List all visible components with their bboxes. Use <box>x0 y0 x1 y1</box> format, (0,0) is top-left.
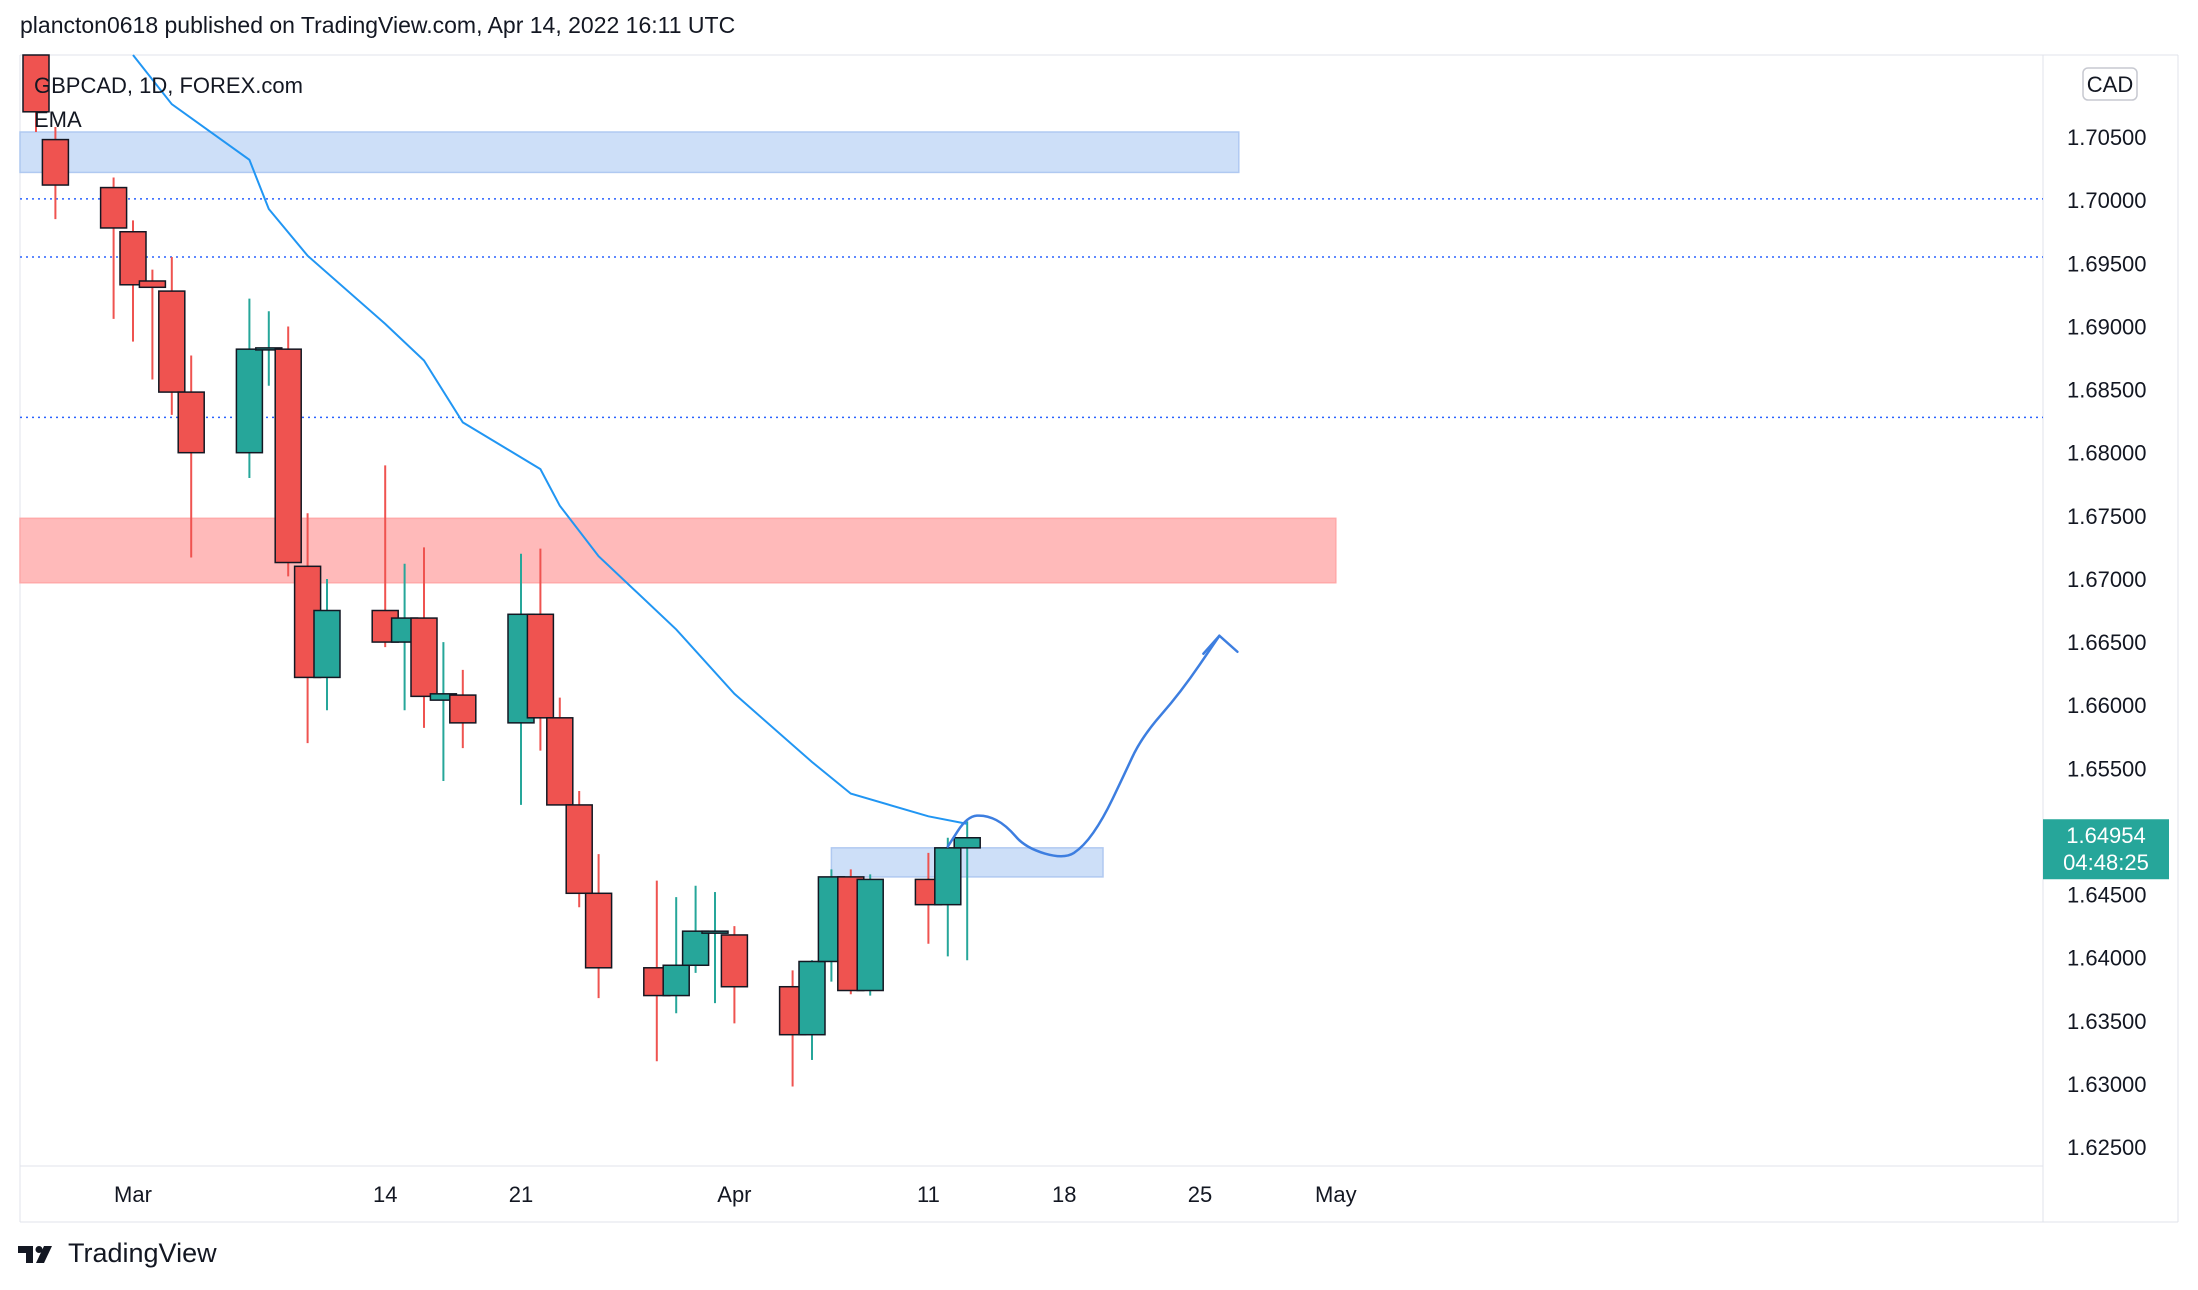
price-tick-label: 1.68500 <box>2067 378 2147 403</box>
date-tick-label: 18 <box>1052 1182 1076 1207</box>
candle <box>313 578 341 711</box>
candle-body <box>856 878 884 992</box>
price-tick-label: 1.62500 <box>2067 1135 2147 1160</box>
candle <box>274 326 302 577</box>
candle-body <box>41 138 70 186</box>
last-price-label: 1.64954 04:48:25 <box>2043 819 2169 880</box>
price-tick-label: 1.67500 <box>2067 504 2147 529</box>
date-tick-label: Apr <box>717 1182 751 1207</box>
candle-body <box>565 804 593 895</box>
candle <box>701 892 729 1004</box>
candle <box>565 791 593 908</box>
date-tick-label: 25 <box>1188 1182 1212 1207</box>
demand-zone[interactable] <box>19 131 1240 174</box>
last-price-countdown: 04:48:25 <box>2063 850 2149 875</box>
date-tick-label: 11 <box>917 1182 940 1207</box>
candle-body <box>934 847 962 906</box>
candle-body <box>274 348 302 564</box>
candle-body <box>953 837 981 849</box>
candle <box>22 54 50 133</box>
candle <box>449 669 477 749</box>
price-tick-label: 1.65500 <box>2067 756 2147 781</box>
candle <box>798 960 826 1060</box>
price-tick-label: 1.64500 <box>2067 883 2147 908</box>
ema-layer <box>132 54 968 825</box>
candle <box>720 926 749 1024</box>
candle-body <box>662 964 690 997</box>
candle <box>934 837 962 957</box>
tradingview-brand[interactable]: TradingView <box>18 1238 217 1269</box>
candle <box>119 220 147 342</box>
tradingview-logo-icon[interactable] <box>18 1243 60 1265</box>
candle <box>235 298 264 478</box>
candle <box>177 355 205 558</box>
levels-layer[interactable] <box>20 198 2043 419</box>
candles-layer <box>22 54 981 1087</box>
price-tick-label: 1.66500 <box>2067 630 2147 655</box>
candle <box>856 874 884 996</box>
candle <box>681 885 710 973</box>
candle-body <box>177 391 205 454</box>
candle-body <box>546 717 574 806</box>
candle-body <box>584 892 613 969</box>
date-tick-label: Mar <box>114 1182 152 1207</box>
candle <box>546 697 574 806</box>
candle <box>662 897 690 1014</box>
candle <box>138 269 167 380</box>
candle-body <box>681 930 710 967</box>
currency-button-label[interactable]: CAD <box>2087 72 2133 97</box>
candle-body <box>410 617 438 698</box>
candle <box>584 854 613 999</box>
candle <box>953 821 981 961</box>
date-tick-label: 14 <box>373 1182 397 1207</box>
candle-body <box>526 613 555 719</box>
zones-layer[interactable] <box>19 131 1337 878</box>
date-tick-label: 21 <box>509 1182 533 1207</box>
price-tick-label: 1.69500 <box>2067 251 2147 276</box>
candle-body <box>138 280 167 289</box>
candle <box>99 177 128 319</box>
candle <box>158 257 186 415</box>
time-axis[interactable]: Mar 14 21 Apr 11 18 25 May <box>114 1182 1357 1207</box>
publisher-header: plancton0618 published on TradingView.co… <box>20 12 736 38</box>
projection-curve[interactable] <box>946 634 1221 858</box>
price-tick-label: 1.70500 <box>2067 125 2147 150</box>
legend-indicator: EMA <box>34 107 82 132</box>
tradingview-brand-name[interactable]: TradingView <box>68 1238 217 1268</box>
price-tick-label: 1.69000 <box>2067 314 2147 339</box>
price-tick-label: 1.70000 <box>2067 188 2147 213</box>
candle <box>526 548 555 751</box>
price-axis[interactable]: 1.70500 1.70000 1.69500 1.69000 1.68500 1.680… <box>2067 125 2147 1160</box>
last-price-value: 1.64954 <box>2066 823 2146 848</box>
price-tick-label: 1.68000 <box>2067 441 2147 466</box>
candle-body <box>235 348 264 454</box>
drawing-layer[interactable] <box>946 634 1239 858</box>
candle-body <box>158 290 186 393</box>
currency-button-frame[interactable] <box>2082 67 2138 101</box>
last-price-box <box>2043 819 2169 880</box>
candle <box>410 547 438 728</box>
candle <box>41 126 70 220</box>
projection-arrow-head[interactable] <box>1202 634 1239 655</box>
candle-body <box>449 694 477 724</box>
price-tick-label: 1.63000 <box>2067 1072 2147 1097</box>
candle-body <box>22 54 50 113</box>
price-tick-label: 1.63500 <box>2067 1009 2147 1034</box>
candle-body <box>720 934 749 988</box>
candle-body <box>99 186 128 229</box>
candle-body <box>313 609 341 679</box>
price-tick-label: 1.64000 <box>2067 946 2147 971</box>
candle-body <box>798 960 826 1036</box>
supply-zone[interactable] <box>19 517 1337 584</box>
price-tick-label: 1.66000 <box>2067 693 2147 718</box>
legend-symbol: GBPCAD, 1D, FOREX.com <box>34 73 303 98</box>
candle-body <box>119 231 147 286</box>
price-tick-label: 1.67000 <box>2067 567 2147 592</box>
ema-line <box>132 54 968 825</box>
candle-body <box>701 930 729 934</box>
date-tick-label: May <box>1315 1182 1357 1207</box>
currency-button[interactable]: CAD <box>2082 67 2138 101</box>
